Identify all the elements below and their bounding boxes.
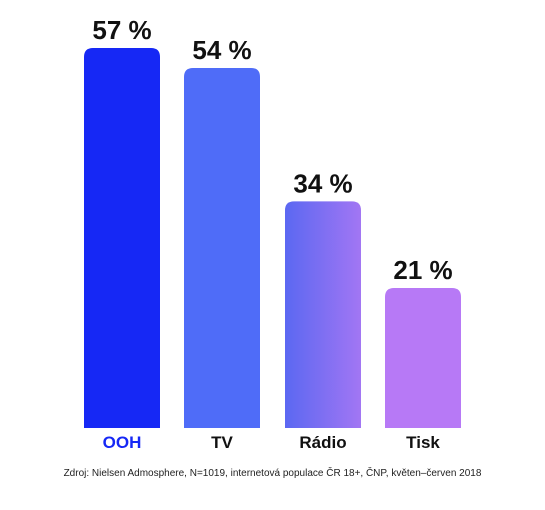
value-labels: 57 % 54 % 34 % 21 %: [92, 15, 452, 285]
bar-tv: [184, 68, 260, 428]
category-label-tv: TV: [211, 433, 233, 452]
category-labels: OOH TV Rádio Tisk: [103, 433, 441, 452]
category-label-ooh: OOH: [103, 433, 142, 452]
bars: [84, 48, 461, 428]
bar-tisk: [385, 288, 461, 428]
source-note: Zdroj: Nielsen Admosphere, N=1019, inter…: [63, 468, 482, 479]
value-label-tv: 54 %: [192, 35, 251, 65]
value-label-radio: 34 %: [293, 168, 352, 198]
bar-ooh: [84, 48, 160, 428]
value-label-ooh: 57 %: [92, 15, 151, 45]
category-label-radio: Rádio: [299, 433, 346, 452]
value-label-tisk: 21 %: [393, 255, 452, 285]
bar-radio: [285, 201, 361, 428]
category-label-tisk: Tisk: [406, 433, 440, 452]
